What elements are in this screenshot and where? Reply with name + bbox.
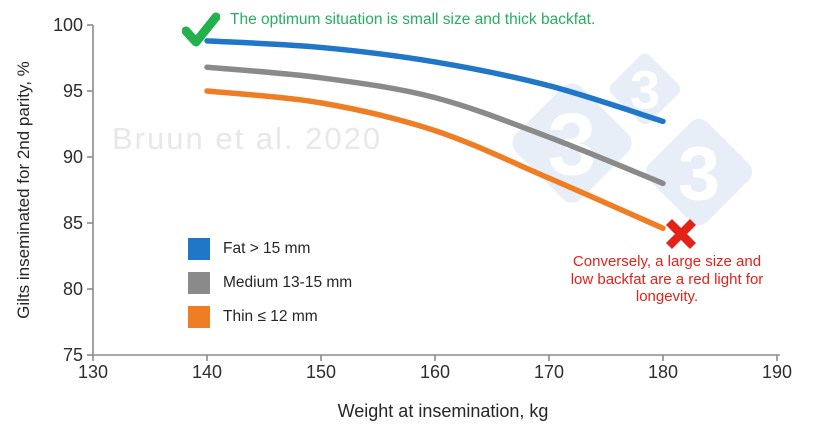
x-tick-label: 130 bbox=[78, 362, 108, 382]
optimum-annotation: The optimum situation is small size and … bbox=[230, 11, 596, 28]
check-icon bbox=[182, 12, 220, 47]
legend-label: Fat > 15 mm bbox=[223, 240, 311, 257]
logo-digit: 3 bbox=[678, 131, 720, 216]
legend-item: Fat > 15 mm bbox=[188, 238, 352, 260]
y-tick-label: 100 bbox=[53, 15, 83, 35]
y-tick-label: 75 bbox=[63, 345, 83, 365]
series-line bbox=[204, 88, 666, 232]
logo-diamond: 3 bbox=[641, 114, 757, 230]
y-tick-label: 85 bbox=[63, 213, 83, 233]
warning-annotation: Conversely, a large size and low backfat… bbox=[553, 253, 781, 306]
legend-label: Thin ≤ 12 mm bbox=[223, 308, 318, 325]
legend-item: Medium 13-15 mm bbox=[188, 272, 352, 294]
x-tick-label: 190 bbox=[762, 362, 792, 382]
legend-label: Medium 13-15 mm bbox=[223, 274, 353, 291]
legend: Fat > 15 mm Medium 13-15 mm Thin ≤ 12 mm bbox=[188, 238, 352, 340]
y-tick-label: 80 bbox=[63, 279, 83, 299]
warning-line: Conversely, a large size and bbox=[572, 253, 762, 270]
legend-item: Thin ≤ 12 mm bbox=[188, 306, 352, 328]
x-mark-icon bbox=[665, 218, 697, 250]
x-tick-label: 140 bbox=[192, 362, 222, 382]
x-tick-label: 180 bbox=[648, 362, 678, 382]
x-tick-label: 150 bbox=[306, 362, 336, 382]
warning-line: low backfat are a red light for bbox=[570, 270, 764, 288]
y-axis-title: Gilts inseminated for 2nd parity, % bbox=[14, 61, 33, 319]
watermark-credit-text: Bruun et al. 2020 bbox=[112, 121, 383, 156]
legend-swatch-medium bbox=[188, 272, 210, 294]
x-axis-title: Weight at insemination, kg bbox=[337, 401, 549, 421]
y-tick-label: 90 bbox=[63, 147, 83, 167]
x-tick-label: 170 bbox=[534, 362, 564, 382]
series-line bbox=[204, 38, 666, 125]
series-line bbox=[204, 64, 666, 187]
warning-line: longevity. bbox=[635, 288, 699, 305]
x-tick-label: 160 bbox=[420, 362, 450, 382]
legend-swatch-thin bbox=[188, 306, 210, 328]
y-tick-label: 95 bbox=[63, 81, 83, 101]
legend-swatch-fat bbox=[188, 238, 210, 260]
